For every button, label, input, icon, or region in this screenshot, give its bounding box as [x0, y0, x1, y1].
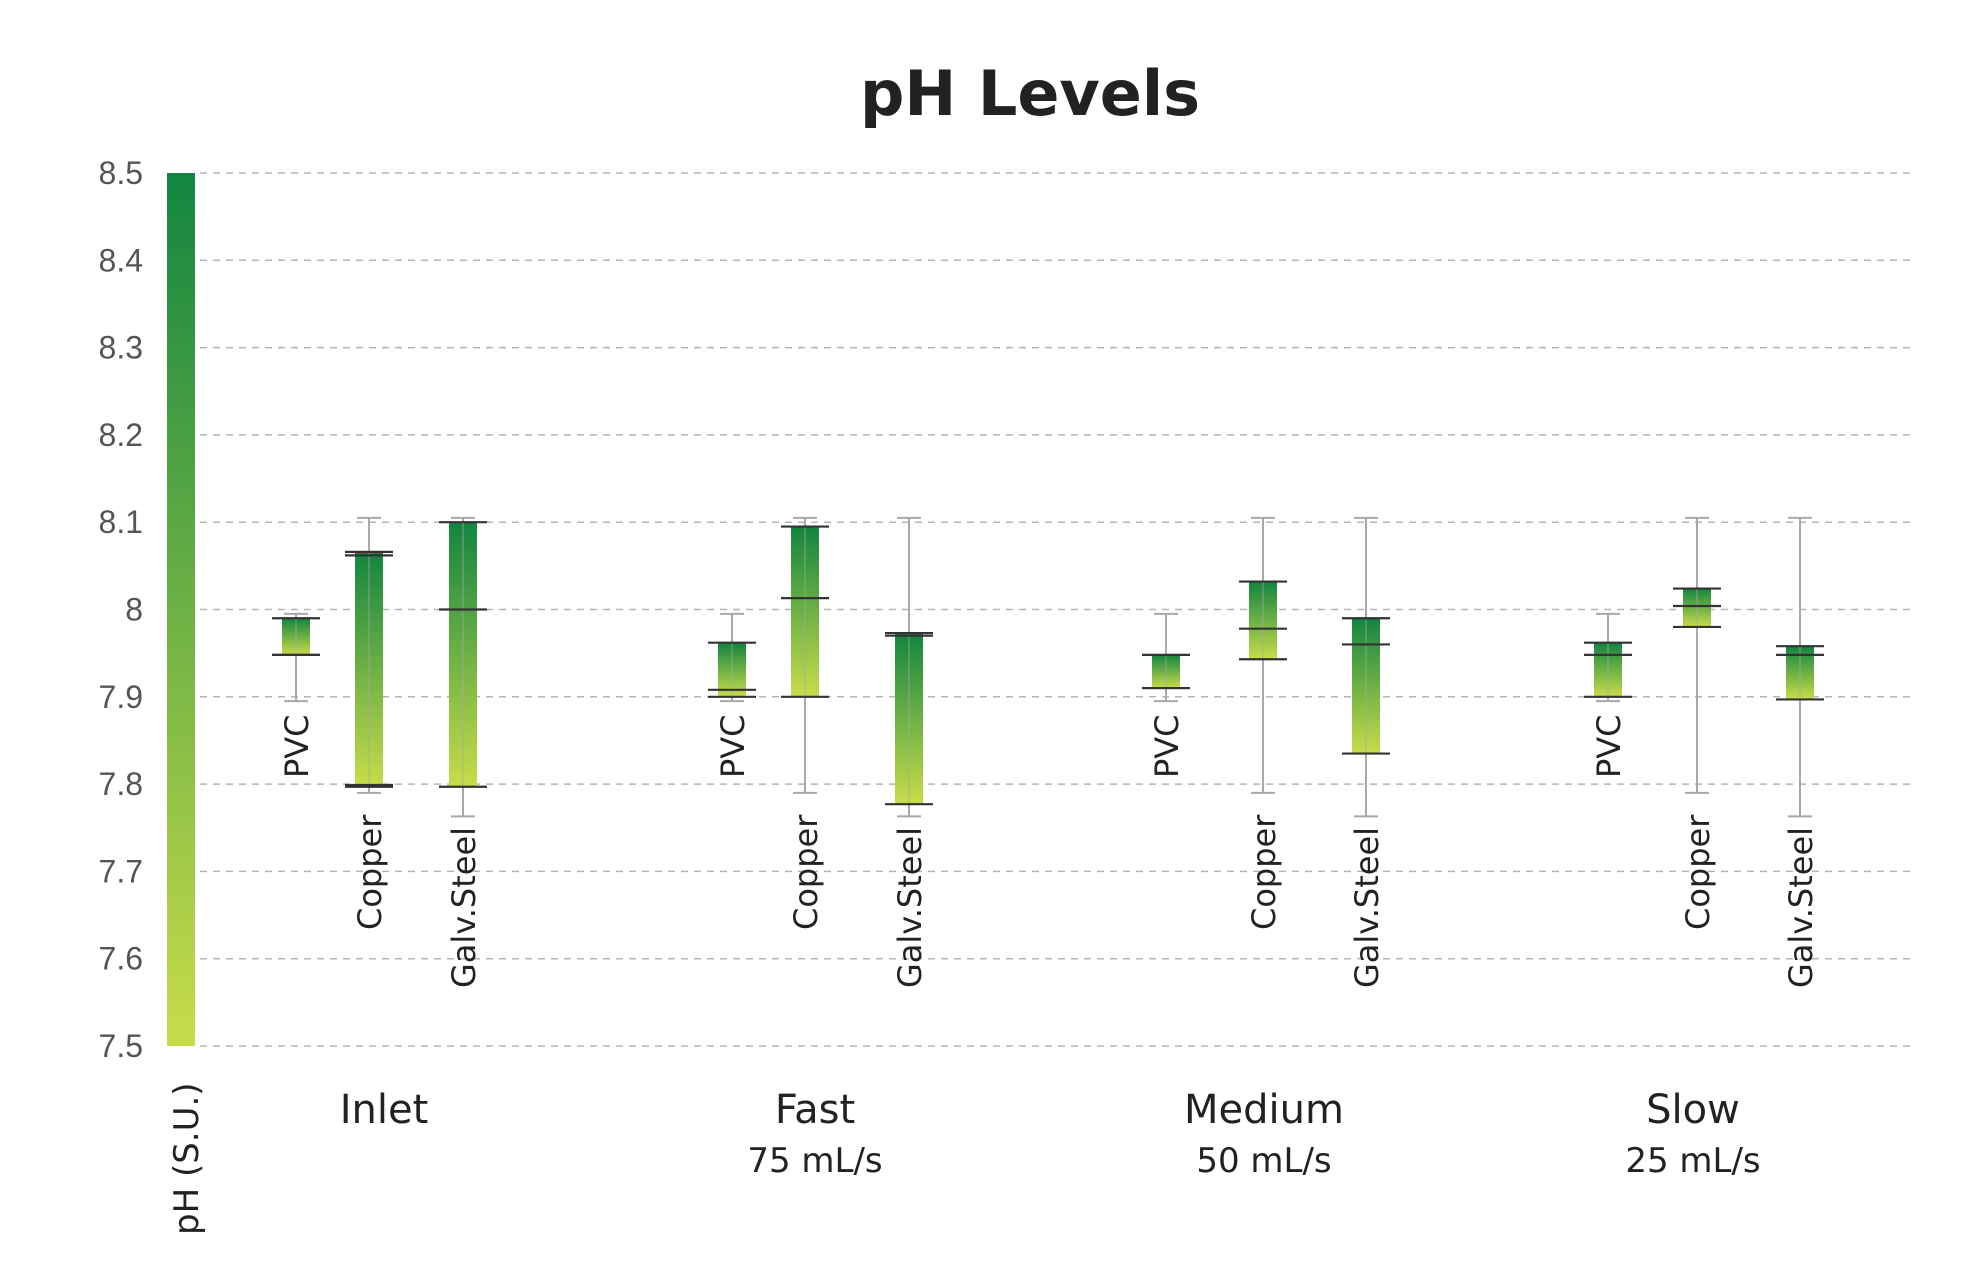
box-fast-pvc	[708, 612, 756, 703]
y-tick-label: 7.8	[99, 766, 143, 802]
category-sublabel: 25 mL/s	[1625, 1141, 1760, 1181]
y-tick-label: 8.2	[99, 417, 143, 453]
box-inlet-pvc	[272, 612, 320, 703]
box-medium-galv-steel	[1342, 516, 1390, 818]
y-axis-gradient-bar	[167, 173, 195, 1046]
y-tick-label: 7.6	[99, 941, 143, 977]
series-label-copper: Copper	[1245, 814, 1283, 930]
box-fast-galv-steel	[885, 516, 933, 818]
series-label-galv-steel: Galv.Steel	[445, 827, 483, 988]
category-sublabel: 50 mL/s	[1196, 1141, 1331, 1181]
y-tick-label: 7.5	[99, 1028, 143, 1064]
y-tick-label: 7.9	[99, 679, 143, 715]
box-slow-galv-steel	[1776, 516, 1824, 818]
y-tick-labels: 7.5 7.6 7.7 7.8 7.9 8 8.1 8.2 8.3 8.4 8.5	[99, 155, 143, 1064]
category-labels-layer: Inlet Fast 75 mL/s Medium 50 mL/s Slow 25 mL/s	[340, 1087, 1761, 1181]
category-label: Medium	[1184, 1087, 1344, 1133]
chart-title: pH Levels	[860, 57, 1200, 130]
series-labels-layer: PVC Copper Galv.Steel PVC Copper Galv.Steel PV…	[278, 714, 1820, 988]
y-axis-label: pH (S.U.)	[167, 1082, 207, 1235]
box-medium-copper	[1239, 516, 1287, 794]
box-slow-pvc	[1584, 612, 1632, 703]
box-inlet-copper	[345, 516, 393, 794]
series-label-pvc: PVC	[1148, 714, 1186, 778]
y-tick-label: 8	[125, 592, 143, 628]
category-label: Inlet	[340, 1087, 429, 1133]
box-medium-pvc	[1142, 612, 1190, 703]
box-slow-copper	[1673, 516, 1721, 794]
series-label-copper: Copper	[787, 814, 825, 930]
series-label-galv-steel: Galv.Steel	[1782, 827, 1820, 988]
box-fast-copper	[781, 516, 829, 794]
y-tick-label: 8.4	[99, 242, 143, 278]
category-label: Slow	[1646, 1087, 1740, 1133]
box-inlet-galv-steel	[439, 516, 487, 818]
y-tick-label: 8.1	[99, 504, 143, 540]
series-label-pvc: PVC	[278, 714, 316, 778]
series-label-galv-steel: Galv.Steel	[891, 827, 929, 988]
boxes-layer	[272, 516, 1824, 818]
series-label-pvc: PVC	[714, 714, 752, 778]
series-label-copper: Copper	[1679, 814, 1717, 930]
y-tick-label: 7.7	[99, 853, 143, 889]
y-tick-label: 8.3	[99, 330, 143, 366]
category-sublabel: 75 mL/s	[747, 1141, 882, 1181]
series-label-galv-steel: Galv.Steel	[1348, 827, 1386, 988]
category-label: Fast	[775, 1087, 855, 1133]
series-label-pvc: PVC	[1590, 714, 1628, 778]
y-tick-label: 8.5	[99, 155, 143, 191]
series-label-copper: Copper	[351, 814, 389, 930]
